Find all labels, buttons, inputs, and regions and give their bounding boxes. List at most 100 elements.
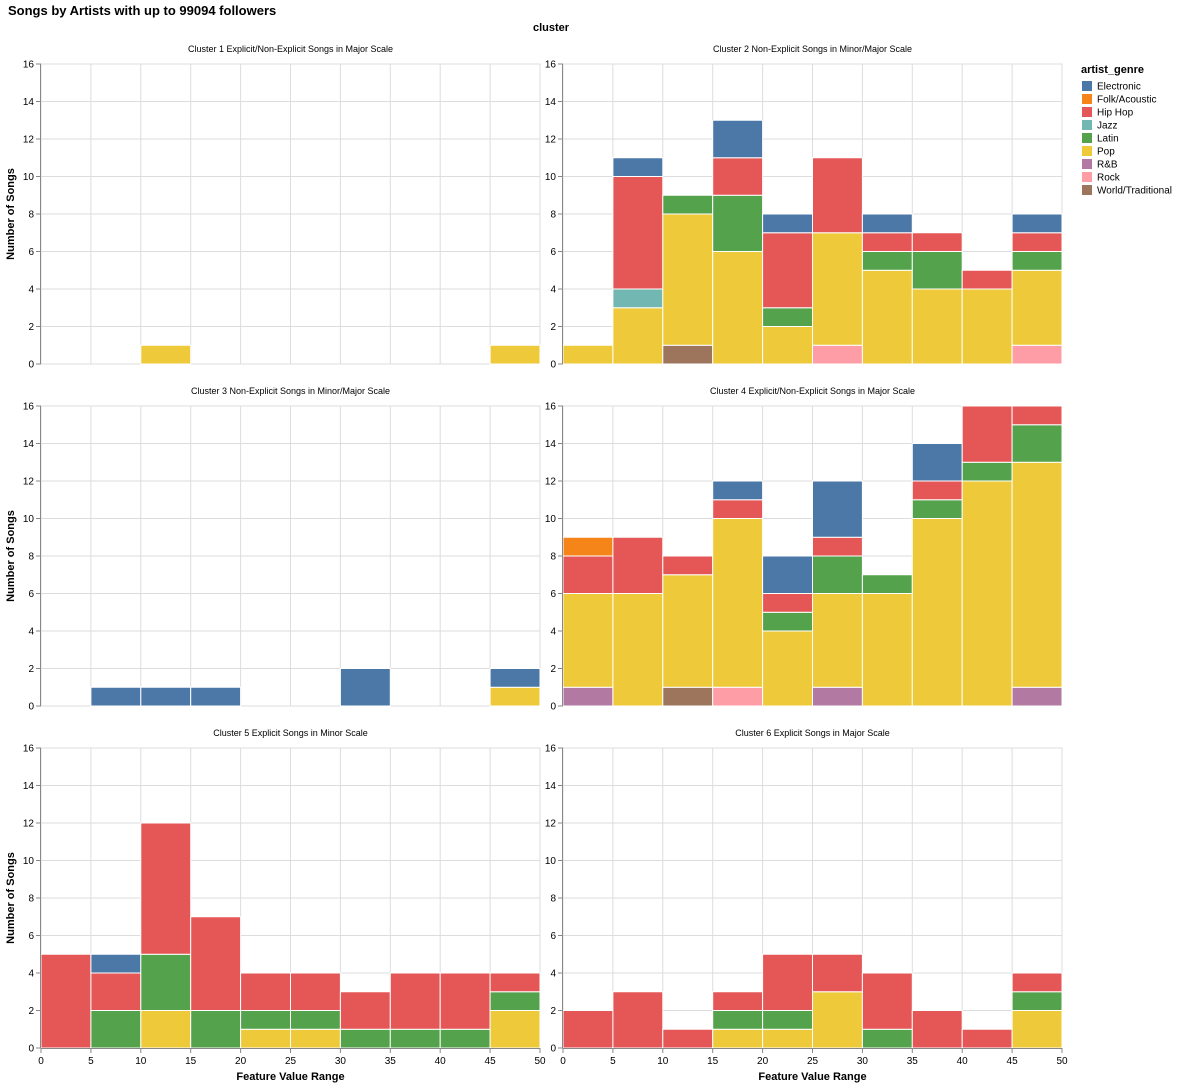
legend-label: Electronic bbox=[1097, 82, 1141, 93]
y-tick-label: 16 bbox=[545, 402, 557, 413]
bar-hip-hop bbox=[812, 953, 863, 993]
x-tick-label: 5 bbox=[88, 1056, 94, 1067]
bar-pop bbox=[961, 288, 1013, 365]
x-tick-label: 10 bbox=[135, 1056, 147, 1067]
legend-item-world-traditional: World/Traditional bbox=[1082, 185, 1172, 197]
y-tick-label: 12 bbox=[545, 135, 557, 146]
bar-folk-acoustic bbox=[562, 536, 614, 557]
y-tick-label: 10 bbox=[545, 172, 557, 183]
y-tick-label: 14 bbox=[23, 439, 35, 450]
bar-hip-hop bbox=[712, 157, 764, 196]
x-axis: 0 5 10 15 20 25 30 35 40 45 50 Feature Value Range bbox=[38, 1048, 546, 1083]
legend: artist_genre Electronic Folk/Acoustic Hip … bbox=[1081, 64, 1172, 197]
y-tick-label: 14 bbox=[23, 97, 35, 108]
y-axis-title: Number of Songs bbox=[5, 168, 17, 260]
bar-pop bbox=[612, 307, 664, 365]
bar-pop bbox=[762, 1028, 813, 1049]
panel-cluster-1: Cluster 1 Explicit/Non-Explicit Songs in… bbox=[5, 44, 541, 371]
legend-label: World/Traditional bbox=[1097, 186, 1172, 197]
bar-pop bbox=[140, 1010, 192, 1049]
x-tick-label: 45 bbox=[1007, 1056, 1019, 1067]
bar-latin bbox=[812, 555, 863, 594]
bar-hip-hop bbox=[190, 916, 242, 1011]
bar-pop bbox=[911, 518, 963, 707]
x-tick-label: 45 bbox=[485, 1056, 497, 1067]
y-tick-label: 8 bbox=[550, 552, 556, 563]
y-tick-label: 14 bbox=[545, 439, 557, 450]
bar-hip-hop bbox=[1011, 232, 1063, 252]
bar-latin bbox=[1011, 251, 1063, 271]
bar-latin bbox=[489, 991, 541, 1011]
x-tick-label: 35 bbox=[907, 1056, 919, 1067]
legend-label: Latin bbox=[1097, 134, 1119, 145]
x-tick-label: 5 bbox=[610, 1056, 616, 1067]
bar-pop bbox=[712, 251, 764, 365]
legend-swatch bbox=[1082, 172, 1092, 182]
bar-hip-hop bbox=[439, 972, 491, 1030]
y-tick-label: 0 bbox=[28, 360, 34, 371]
legend-swatch bbox=[1082, 159, 1092, 169]
bars bbox=[90, 668, 541, 707]
bar-pop bbox=[812, 232, 863, 346]
panel-title: Cluster 1 Explicit/Non-Explicit Songs in… bbox=[188, 44, 393, 54]
bar-hip-hop bbox=[712, 499, 764, 519]
bar-pop bbox=[489, 1010, 541, 1049]
x-axis: 0 5 10 15 20 25 30 35 40 45 50 Feature Value Range bbox=[560, 1048, 1068, 1083]
bar-hip-hop bbox=[1011, 405, 1063, 426]
bar-latin bbox=[662, 194, 714, 215]
legend-item-r-b: R&B bbox=[1082, 159, 1118, 171]
legend-item-jazz: Jazz bbox=[1082, 120, 1118, 132]
bar-pop bbox=[662, 574, 714, 688]
bar-hip-hop bbox=[339, 991, 391, 1030]
x-tick-label: 50 bbox=[1056, 1056, 1068, 1067]
y-tick-label: 12 bbox=[23, 135, 35, 146]
x-tick-label: 15 bbox=[707, 1056, 719, 1067]
bar-latin bbox=[861, 1028, 913, 1049]
panel-title: Cluster 6 Explicit Songs in Major Scale bbox=[735, 728, 890, 738]
bar-hip-hop bbox=[712, 991, 764, 1011]
y-tick-label: 12 bbox=[23, 819, 35, 830]
y-tick-label: 16 bbox=[23, 744, 35, 755]
y-tick-label: 2 bbox=[28, 1006, 34, 1017]
x-tick-label: 0 bbox=[560, 1056, 566, 1067]
panel-cluster-6: Cluster 6 Explicit Songs in Major Scale 0… bbox=[545, 728, 1068, 1083]
bar-electronic bbox=[911, 443, 963, 482]
y-tick-label: 8 bbox=[550, 894, 556, 905]
bar-latin bbox=[389, 1028, 441, 1049]
bar-hip-hop bbox=[290, 972, 341, 1011]
bar-hip-hop bbox=[662, 555, 714, 576]
y-tick-label: 6 bbox=[550, 931, 556, 942]
bar-hip-hop bbox=[562, 555, 614, 594]
x-tick-label: 40 bbox=[435, 1056, 447, 1067]
bar-rock bbox=[1011, 344, 1063, 365]
bar-hip-hop bbox=[762, 953, 813, 1011]
bar-hip-hop bbox=[911, 480, 963, 501]
bar-hip-hop bbox=[612, 536, 664, 594]
bar-electronic bbox=[861, 213, 913, 234]
bar-latin bbox=[140, 953, 192, 1011]
bar-hip-hop bbox=[240, 972, 292, 1011]
y-tick-label: 4 bbox=[28, 285, 34, 296]
y-tick-label: 2 bbox=[550, 1006, 556, 1017]
x-tick-label: 10 bbox=[657, 1056, 669, 1067]
legend-item-folk-acoustic: Folk/Acoustic bbox=[1082, 94, 1156, 106]
bar-pop bbox=[662, 213, 714, 346]
bar-pop bbox=[290, 1028, 341, 1049]
y-tick-label: 0 bbox=[550, 1044, 556, 1055]
legend-label: Rock bbox=[1097, 173, 1121, 184]
chart-panels: Cluster 1 Explicit/Non-Explicit Songs in… bbox=[5, 44, 1068, 1083]
bar-pop bbox=[1011, 1010, 1063, 1049]
y-tick-label: 4 bbox=[550, 285, 556, 296]
y-axis: 0 2 4 6 8 10 12 14 16 Number of Songs bbox=[5, 402, 41, 713]
legend-swatch bbox=[1082, 107, 1092, 117]
legend-swatch bbox=[1082, 94, 1092, 104]
bar-electronic bbox=[612, 157, 664, 177]
bars bbox=[562, 953, 1063, 1049]
bar-latin bbox=[712, 194, 764, 252]
y-tick-label: 4 bbox=[28, 969, 34, 980]
bar-latin bbox=[1011, 424, 1063, 463]
bar-latin bbox=[861, 574, 913, 594]
bar-latin bbox=[290, 1010, 341, 1030]
x-tick-label: 40 bbox=[957, 1056, 969, 1067]
legend-label: Hip Hop bbox=[1097, 108, 1134, 119]
